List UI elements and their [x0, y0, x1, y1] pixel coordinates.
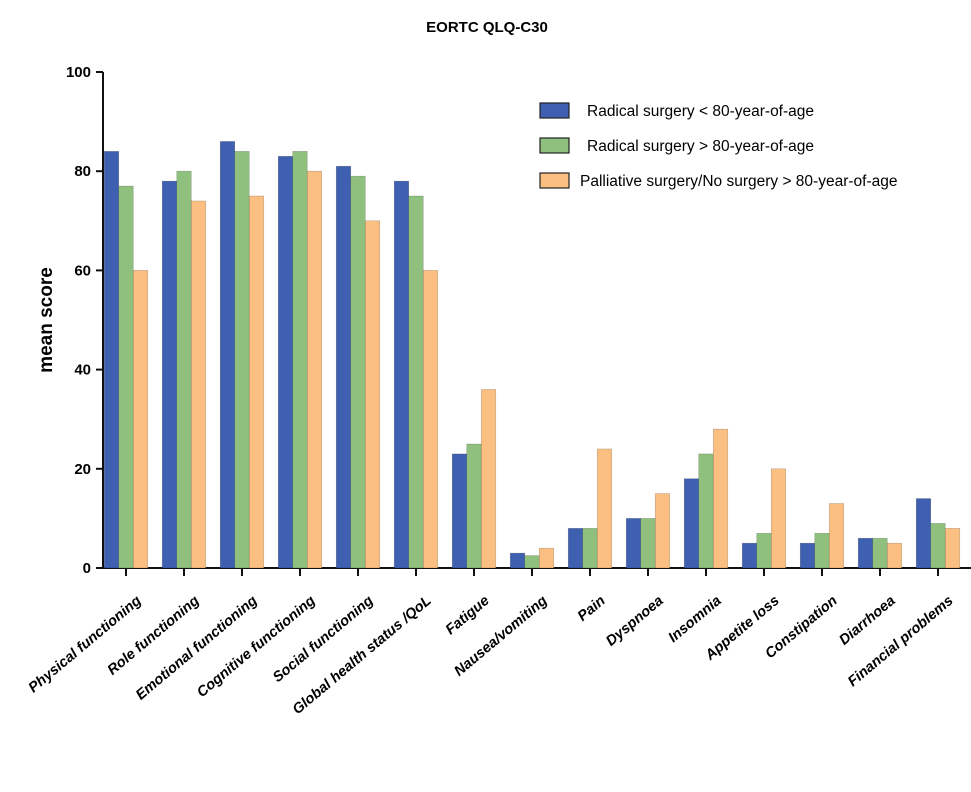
bar-3-10 — [712, 428, 729, 569]
bar-1-14 — [915, 498, 932, 569]
bar-1-8 — [567, 528, 584, 569]
bar-3-2 — [248, 195, 265, 569]
bar-2-4 — [350, 175, 366, 569]
bar-2-9 — [640, 518, 656, 569]
x-tick-label: Cognitive functioning — [194, 593, 319, 701]
bars — [103, 141, 961, 569]
y-ticks: 0 20 40 60 80 100 — [66, 64, 103, 577]
y-tick-label: 0 — [83, 560, 91, 577]
bar-2-10 — [698, 453, 714, 569]
bar-1-10 — [683, 478, 700, 569]
x-tick-label: Financial problems — [845, 593, 957, 690]
bar-3-1 — [190, 200, 207, 569]
bar-1-5 — [393, 180, 410, 569]
legend-swatch-1 — [539, 102, 570, 119]
bar-1-6 — [451, 453, 468, 569]
bar-3-8 — [596, 448, 613, 569]
legend-label-3: Palliative surgery/No surgery > 80-year-… — [580, 173, 897, 190]
bar-2-2 — [234, 151, 250, 569]
chart-title: EORTC QLQ-C30 — [426, 19, 548, 36]
x-tick-label: Physical functioning — [26, 593, 145, 696]
bar-3-7 — [538, 547, 555, 569]
y-tick-label: 80 — [74, 163, 91, 180]
legend: Radical surgery < 80-year-of-age Radical … — [539, 102, 897, 190]
bar-3-5 — [422, 270, 439, 569]
y-tick-label: 100 — [66, 64, 91, 81]
bar-3-12 — [828, 503, 845, 569]
bar-2-0 — [118, 185, 134, 569]
bar-2-12 — [814, 532, 830, 569]
x-tick-label: Dyspnoea — [603, 593, 666, 650]
bar-1-1 — [161, 180, 178, 569]
bar-1-12 — [799, 542, 816, 569]
bar-2-1 — [176, 170, 192, 569]
y-tick-label: 20 — [74, 461, 91, 478]
bar-1-9 — [625, 518, 642, 569]
y-tick-label: 40 — [74, 362, 91, 379]
bar-3-11 — [770, 468, 787, 569]
bar-1-4 — [335, 165, 352, 569]
legend-label-2: Radical surgery > 80-year-of-age — [587, 138, 814, 155]
y-axis-label: mean score — [36, 267, 57, 373]
y-tick-label: 60 — [74, 262, 91, 279]
x-tick-label: Fatigue — [443, 593, 493, 638]
bar-3-6 — [480, 389, 497, 569]
legend-label-1: Radical surgery < 80-year-of-age — [587, 103, 814, 120]
bar-1-2 — [219, 141, 236, 569]
bar-3-4 — [364, 220, 381, 569]
x-tick-label: Pain — [575, 593, 609, 625]
legend-swatch-2 — [539, 137, 570, 154]
x-tick-label: Social functioning — [270, 593, 377, 686]
bar-2-13 — [872, 537, 888, 569]
bar-3-14 — [944, 528, 961, 569]
bar-2-6 — [466, 443, 482, 569]
bar-1-13 — [857, 537, 874, 569]
bar-1-0 — [103, 151, 120, 569]
x-tick-label: Insomnia — [666, 593, 725, 646]
bar-2-3 — [292, 151, 308, 569]
bar-2-7 — [524, 555, 540, 569]
bar-3-3 — [306, 170, 323, 569]
bar-1-11 — [741, 542, 758, 569]
bar-3-0 — [132, 270, 149, 569]
bar-3-13 — [886, 542, 903, 569]
bar-1-3 — [277, 156, 294, 569]
bar-2-8 — [582, 528, 598, 569]
bar-2-11 — [756, 532, 772, 569]
bar-2-14 — [930, 523, 946, 569]
bar-3-9 — [654, 493, 671, 569]
bar-1-7 — [509, 552, 526, 569]
bar-2-5 — [408, 195, 424, 569]
legend-swatch-3 — [539, 172, 570, 189]
